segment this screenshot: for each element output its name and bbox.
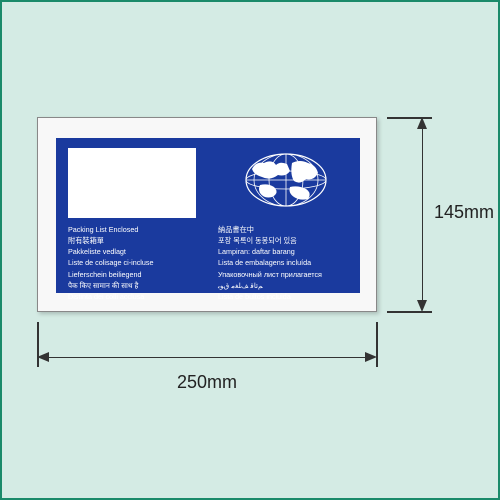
arrow-icon bbox=[365, 352, 377, 362]
width-label: 250mm bbox=[177, 372, 237, 393]
lang-line: Lieferschein beiliegend bbox=[68, 269, 154, 280]
lang-list-right: 納品書在中 포장 목록이 동봉되어 있음 Lampiran: daftar ba… bbox=[218, 224, 322, 302]
lang-line: Packing List Enclosed bbox=[68, 224, 154, 235]
lang-line: Distinta dei colli acclusa bbox=[68, 291, 154, 302]
lang-line: Lista de bultos incluida bbox=[218, 291, 322, 302]
lang-line: Lista de embalagens incluída bbox=[218, 257, 322, 268]
address-window bbox=[68, 148, 196, 218]
lang-line: Упаковочный лист прилагается bbox=[218, 269, 322, 280]
height-label: 145mm bbox=[434, 202, 494, 223]
lang-list-left: Packing List Enclosed 附有裝箱單 Pakkeliste v… bbox=[68, 224, 154, 302]
lang-line: Liste de colisage ci-incluse bbox=[68, 257, 154, 268]
lang-line: 附有裝箱單 bbox=[68, 235, 154, 246]
lang-line: ﻢﺋﺎﻗ ﻒﻠﻐﻣ ﻕﻮﺑ bbox=[218, 280, 322, 291]
globe-icon bbox=[242, 151, 330, 209]
lang-line: 포장 목록이 동봉되어 있음 bbox=[218, 235, 322, 246]
lang-line: Lampiran: daftar barang bbox=[218, 246, 322, 257]
lang-line: 納品書在中 bbox=[218, 224, 322, 235]
blue-panel: Packing List Enclosed 附有裝箱單 Pakkeliste v… bbox=[56, 138, 360, 293]
envelope: Packing List Enclosed 附有裝箱單 Pakkeliste v… bbox=[37, 117, 377, 312]
dim-line-height bbox=[422, 122, 423, 307]
arrow-icon bbox=[37, 352, 49, 362]
lang-line: Pakkeliste vedlagt bbox=[68, 246, 154, 257]
arrow-icon bbox=[417, 117, 427, 129]
dim-line-width bbox=[42, 357, 372, 358]
lang-line: पैक किए सामान की साथ है bbox=[68, 280, 154, 291]
arrow-icon bbox=[417, 300, 427, 312]
